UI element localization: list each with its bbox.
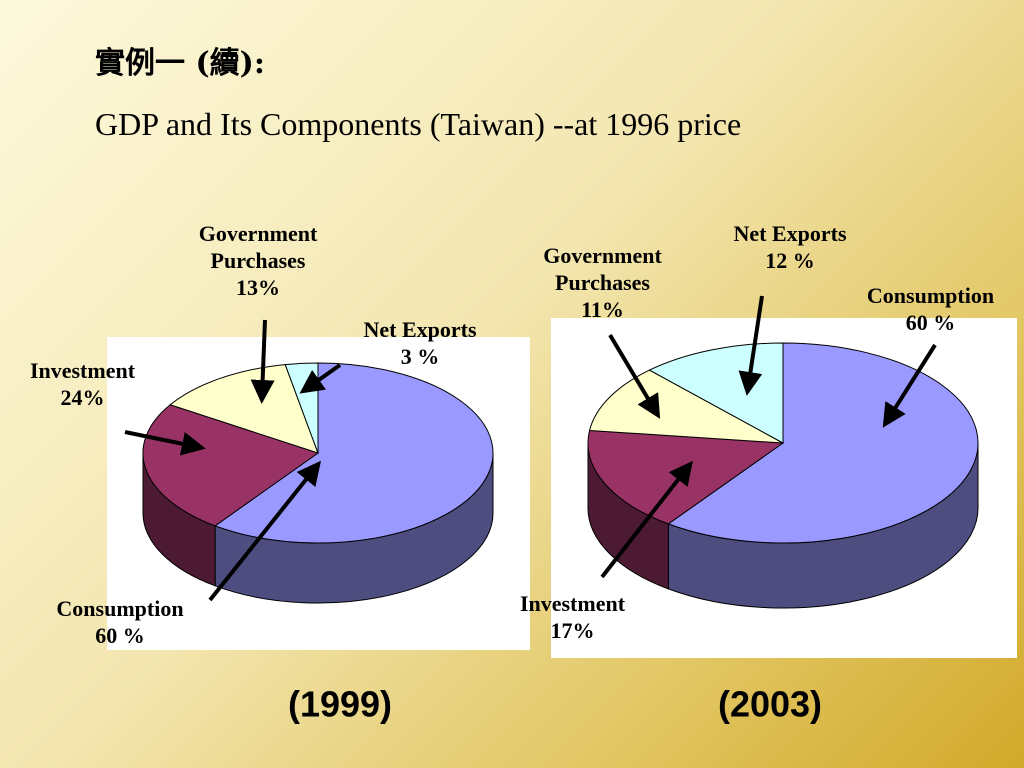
category: Investment [29, 358, 136, 383]
pie-slice [667, 342, 979, 544]
label-arrow [600, 460, 693, 579]
label-arrow [608, 333, 661, 419]
category: Consumption [866, 283, 995, 308]
category: Government Purchases [543, 243, 662, 295]
category: Net Exports [733, 221, 847, 246]
chart-title: (1999) [288, 684, 392, 725]
value-label: 3 % [400, 344, 440, 369]
chart-title: (2003) [718, 684, 822, 725]
value-label: 17% [550, 618, 595, 643]
pie-slice [588, 369, 784, 444]
slide-title: 實例一 (續): [95, 46, 265, 81]
pie-slice [169, 364, 319, 454]
value-label: 12 % [765, 248, 815, 273]
category: Consumption [56, 596, 184, 621]
slice-label: Government Purchases 13% [168, 220, 348, 301]
value-label: 60 % [905, 310, 956, 335]
slide-subtitle: GDP and Its Components (Taiwan) --at 199… [95, 106, 742, 142]
category: Investment [519, 591, 626, 616]
value-label: 11% [581, 297, 624, 322]
label-arrow [738, 295, 764, 396]
slice-label: Investment 24% [0, 357, 165, 411]
value-label: 13% [236, 275, 280, 300]
label-arrow [124, 430, 206, 456]
value-label: 60 % [95, 623, 145, 648]
label-arrow [299, 363, 342, 394]
category: Net Exports [363, 317, 477, 342]
value-label: 24% [60, 385, 105, 410]
label-arrow [250, 319, 275, 404]
category: Government Purchases [198, 221, 318, 273]
slice-label: Consumption 60 % [838, 282, 1023, 336]
slice-label: Net Exports 3 % [335, 316, 505, 370]
slice-label: Investment 17% [490, 590, 655, 644]
slice-label: Government Purchases 11% [520, 242, 685, 323]
label-arrow [882, 343, 937, 428]
label-arrow [208, 460, 321, 602]
pie-slice [214, 362, 494, 544]
slice-label: Consumption 60 % [30, 595, 210, 649]
slice-label: Net Exports 12 % [700, 220, 880, 274]
